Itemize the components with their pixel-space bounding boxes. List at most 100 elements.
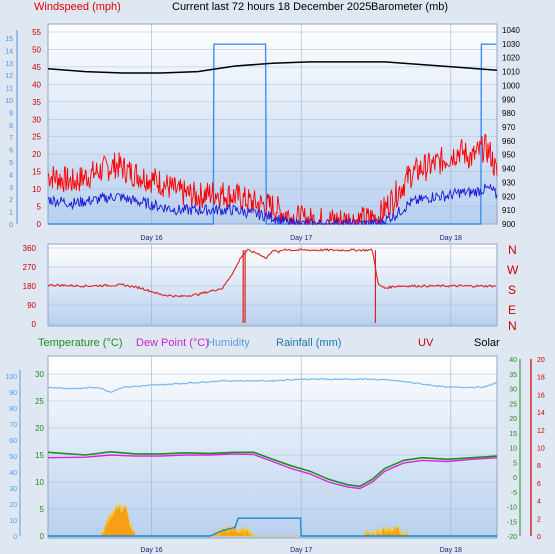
- humidity-ytick-70: 70: [9, 422, 17, 429]
- compass-label-n-bottom: N: [508, 319, 517, 333]
- series-temperature-line: [47, 450, 498, 488]
- green-ytick--15: -15: [507, 519, 517, 526]
- humidity-ytick-20: 20: [9, 502, 17, 509]
- series-barometer-line: [47, 61, 498, 74]
- red-ytick-0: 0: [537, 534, 541, 541]
- wind-ytick-10: 10: [32, 185, 41, 194]
- green-ytick-20: 20: [509, 416, 517, 423]
- temp-ytick-25: 25: [35, 397, 44, 406]
- compass-label-w: W: [507, 263, 519, 277]
- humidity-ytick-60: 60: [9, 438, 17, 445]
- legend-dewpoint: Dew Point (°C): [136, 337, 209, 349]
- red-ytick-20: 20: [537, 357, 545, 364]
- baro-ytick-1000: 1000: [502, 81, 520, 90]
- humidity-ytick-40: 40: [9, 470, 17, 477]
- rain-axis-tick-10: 10: [5, 98, 13, 105]
- wind-xtick-3: Day 18: [440, 235, 462, 242]
- green-ytick-15: 15: [509, 431, 517, 438]
- windspeed-axis-title: Windspeed (mph): [34, 1, 121, 13]
- series-rainfall-line: [48, 517, 497, 537]
- baro-ytick-1010: 1010: [502, 68, 520, 77]
- baro-ytick-950: 950: [502, 151, 516, 160]
- red-ytick-14: 14: [537, 410, 545, 417]
- series-wind-average-line: [47, 183, 498, 226]
- wind-ytick-30: 30: [32, 115, 41, 124]
- red-ytick-10: 10: [537, 446, 545, 453]
- dir-ytick-0: 0: [32, 320, 37, 329]
- rain-axis-tick-2: 2: [9, 197, 13, 204]
- rain-axis-tick-1: 1: [9, 210, 13, 217]
- red-ytick-18: 18: [537, 375, 545, 382]
- humidity-ytick-30: 30: [9, 486, 17, 493]
- temp-ytick-30: 30: [35, 370, 44, 379]
- temp-xtick-3: Day 18: [440, 547, 462, 554]
- red-ytick-16: 16: [537, 392, 545, 399]
- baro-ytick-990: 990: [502, 95, 516, 104]
- rain-axis-tick-0: 0: [9, 222, 13, 229]
- baro-ytick-1030: 1030: [502, 40, 520, 49]
- dir-ytick-180: 180: [23, 282, 37, 291]
- wind-ytick-25: 25: [32, 133, 41, 142]
- legend-humidity: Humidity: [207, 337, 250, 349]
- humidity-ytick-50: 50: [9, 454, 17, 461]
- wind-xtick-1: Day 16: [140, 235, 162, 242]
- green-ytick-5: 5: [513, 460, 517, 467]
- baro-ytick-1020: 1020: [502, 54, 520, 63]
- rain-axis-tick-11: 11: [6, 86, 13, 93]
- temp-ytick-5: 5: [40, 505, 45, 514]
- humidity-ytick-90: 90: [9, 390, 17, 397]
- baro-ytick-910: 910: [502, 206, 516, 215]
- wind-ytick-45: 45: [32, 63, 41, 72]
- baro-ytick-980: 980: [502, 109, 516, 118]
- wind-ytick-50: 50: [32, 45, 41, 54]
- compass-label-n-top: N: [508, 243, 517, 257]
- compass-label-e: E: [508, 303, 516, 317]
- red-ytick-2: 2: [537, 516, 541, 523]
- green-ytick-40: 40: [509, 357, 517, 364]
- green-ytick-10: 10: [509, 446, 517, 453]
- red-ytick-4: 4: [537, 499, 541, 506]
- red-ytick-12: 12: [537, 428, 545, 435]
- temp-ytick-10: 10: [35, 478, 44, 487]
- rain-axis-tick-3: 3: [9, 185, 13, 192]
- green-ytick-30: 30: [509, 387, 517, 394]
- green-ytick--20: -20: [507, 534, 517, 541]
- baro-ytick-900: 900: [502, 220, 516, 229]
- wind-ytick-15: 15: [32, 168, 41, 177]
- wind-plot-area: [47, 23, 498, 225]
- dir-ytick-270: 270: [23, 263, 37, 272]
- wind-ytick-5: 5: [37, 203, 42, 212]
- barometer-axis-title: Barometer (mb): [371, 1, 448, 13]
- compass-label-s: S: [508, 283, 516, 297]
- temperature-chart: 0510152025300102030405060708090100-20-15…: [5, 356, 545, 554]
- direction-chart: 0 90 180 270 360: [23, 244, 497, 329]
- chart-title: Current last 72 hours 18 December 2025: [172, 1, 371, 13]
- baro-ytick-960: 960: [502, 137, 516, 146]
- wind-ytick-40: 40: [32, 80, 41, 89]
- humidity-ytick-100: 100: [5, 374, 17, 381]
- wind-ytick-55: 55: [32, 28, 41, 37]
- wind-ytick-35: 35: [32, 98, 41, 107]
- rain-axis-tick-12: 12: [5, 73, 13, 80]
- legend-solar: Solar: [474, 337, 500, 349]
- wind-xtick-2: Day 17: [290, 235, 312, 242]
- baro-ytick-920: 920: [502, 192, 516, 201]
- rain-axis-tick-13: 13: [5, 61, 13, 68]
- rain-axis-tick-8: 8: [9, 123, 13, 130]
- temp-xtick-2: Day 17: [290, 547, 312, 554]
- legend-uv: UV: [418, 337, 434, 349]
- wind-ytick-20: 20: [32, 150, 41, 159]
- rain-axis-tick-9: 9: [9, 110, 13, 117]
- humidity-ytick-10: 10: [9, 518, 17, 525]
- baro-ytick-1040: 1040: [502, 26, 520, 35]
- temp-ytick-15: 15: [35, 451, 44, 460]
- humidity-ytick-0: 0: [13, 534, 17, 541]
- rain-axis-tick-6: 6: [9, 148, 13, 155]
- humidity-ytick-80: 80: [9, 406, 17, 413]
- rain-axis-tick-7: 7: [9, 135, 13, 142]
- legend-rainfall: Rainfall (mm): [276, 337, 341, 349]
- red-ytick-6: 6: [537, 481, 541, 488]
- series-dewpoint-line: [47, 453, 498, 490]
